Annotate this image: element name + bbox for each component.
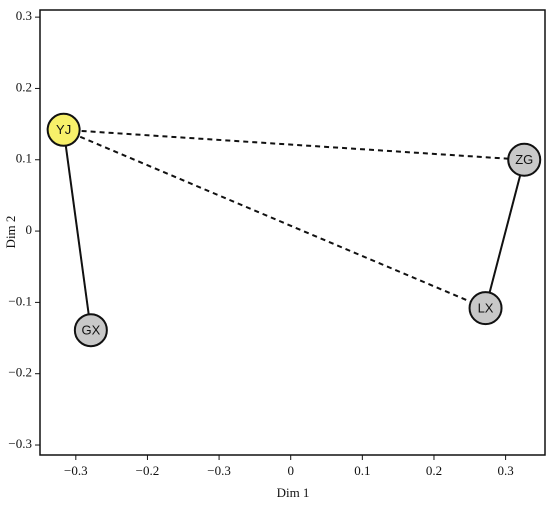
y-tick-label: −0.1 [8, 293, 32, 308]
edge [484, 159, 526, 309]
y-tick-label: 0.3 [16, 8, 32, 23]
y-tick-label: 0 [26, 222, 33, 237]
x-tick-label: 0 [287, 463, 294, 478]
edge [62, 129, 92, 331]
edge [63, 128, 525, 161]
node [73, 313, 108, 348]
node-label: YJ [56, 122, 71, 137]
x-tick-label: 0.2 [426, 463, 442, 478]
node [507, 142, 542, 177]
plot-frame [39, 9, 546, 456]
x-tick-label: −0.3 [64, 463, 88, 478]
x-tick-label: −0.2 [136, 463, 160, 478]
x-tick-label: −0.3 [207, 463, 231, 478]
y-tick-label: −0.2 [8, 365, 32, 380]
node [46, 112, 81, 147]
node-label: ZG [515, 152, 533, 167]
y-axis-label: Dim 2 [3, 216, 18, 249]
y-tick-label: 0.1 [16, 151, 32, 166]
x-tick-label: 0.1 [354, 463, 370, 478]
y-tick-label: 0.2 [16, 79, 32, 94]
y-tick-label: −0.3 [8, 436, 32, 451]
node-label: GX [81, 323, 100, 338]
node-label: LX [478, 301, 494, 316]
x-axis-label: Dim 1 [277, 485, 310, 500]
edge [63, 128, 486, 310]
node [468, 291, 503, 326]
x-tick-label: 0.3 [497, 463, 513, 478]
